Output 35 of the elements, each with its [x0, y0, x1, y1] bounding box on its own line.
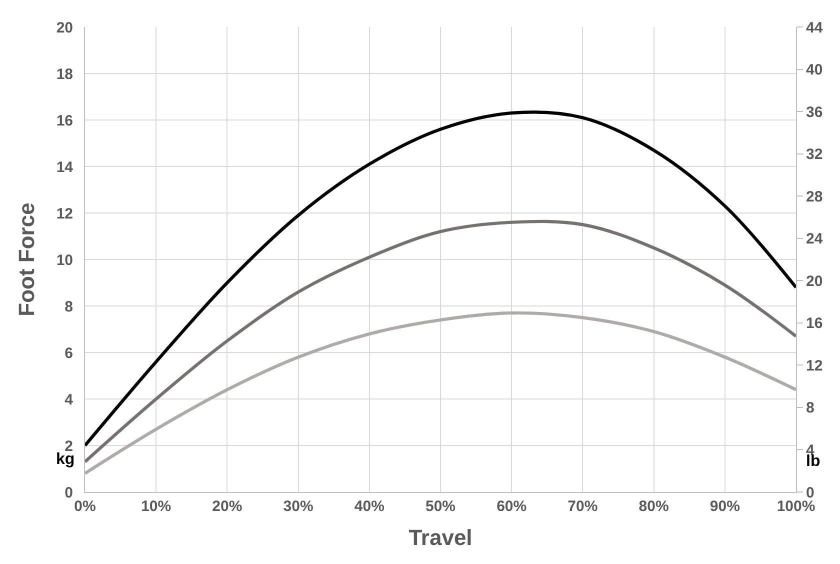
y2-tick-label: 24	[806, 230, 824, 248]
y2-tick-label: 8	[806, 400, 814, 417]
x-tick-label: 70%	[568, 498, 598, 515]
x-tick-label: 90%	[710, 498, 740, 515]
y2-tick-label: 44	[806, 19, 824, 36]
y2-tick-label: 28	[806, 188, 823, 206]
y2-tick-label: 40	[806, 62, 823, 79]
x-tick-label: 80%	[638, 498, 669, 515]
line-series	[85, 110, 796, 448]
y-tick-label: 16	[56, 112, 73, 130]
y-tick-label: 0	[64, 484, 73, 502]
x-tick-label: 0%	[74, 498, 96, 515]
y-tick-label: 20	[56, 19, 73, 36]
y2-tick-label: 20	[806, 272, 823, 290]
line-series	[85, 311, 796, 475]
y-tick-label: 12	[56, 205, 73, 222]
x-tick-label: 10%	[141, 498, 172, 515]
y2-tick-label: 32	[806, 146, 823, 164]
y-tick-label: 14	[56, 158, 74, 176]
x-tick-label: 40%	[354, 498, 384, 515]
x-tick-label: 60%	[496, 498, 527, 515]
y2-tick-label: 36	[806, 104, 823, 121]
y2-tick-label: 12	[806, 357, 823, 374]
x-tick-label: 20%	[212, 498, 242, 515]
y-axis-title: Foot Force	[14, 202, 40, 316]
x-tick-label: 30%	[283, 498, 314, 515]
y-tick-label: 18	[56, 66, 73, 83]
y-tick-label: 6	[64, 344, 73, 362]
x-tick-label: 50%	[425, 498, 456, 515]
y-tick-label: 10	[56, 252, 73, 269]
line-series	[85, 220, 796, 464]
x-axis-title: Travel	[408, 524, 472, 550]
y2-tick-label: 16	[806, 315, 823, 332]
y-tick-label: 4	[64, 391, 74, 408]
y-tick-label: 8	[64, 298, 73, 316]
